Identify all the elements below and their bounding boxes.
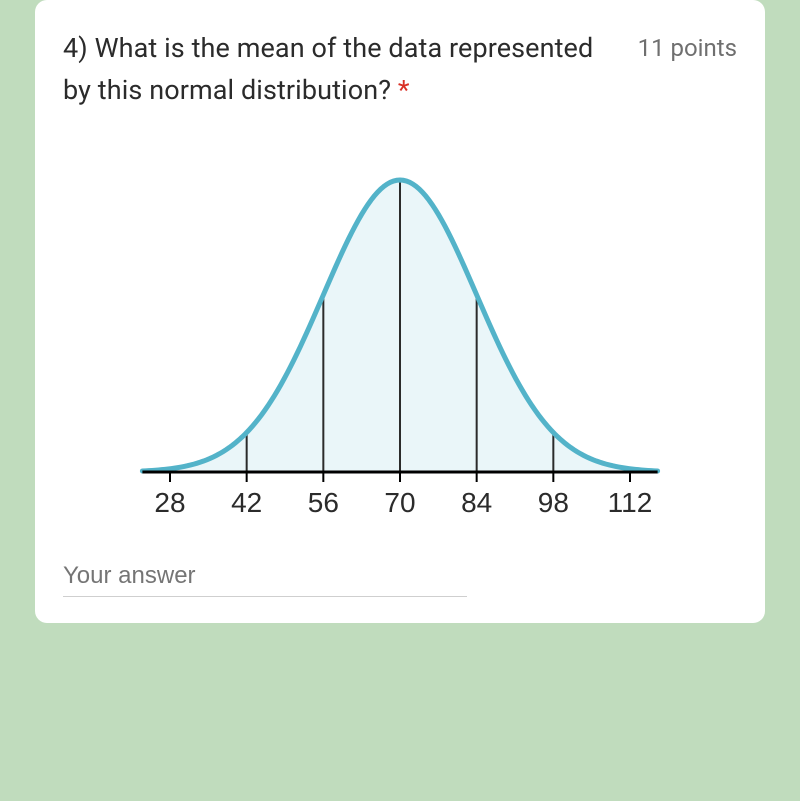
answer-input[interactable] bbox=[63, 562, 737, 590]
chart-container: 28 42 56 70 84 98 112 bbox=[63, 152, 737, 532]
svg-text:98: 98 bbox=[538, 487, 569, 518]
question-text: 4) What is the mean of the data represen… bbox=[63, 28, 626, 112]
svg-text:70: 70 bbox=[384, 487, 415, 518]
answer-section bbox=[63, 562, 737, 603]
svg-text:84: 84 bbox=[461, 487, 492, 518]
question-header: 4) What is the mean of the data represen… bbox=[63, 28, 737, 112]
points-label: 11 points bbox=[638, 28, 737, 62]
question-body: 4) What is the mean of the data represen… bbox=[63, 32, 593, 106]
svg-text:42: 42 bbox=[231, 487, 262, 518]
svg-text:112: 112 bbox=[608, 487, 653, 518]
question-card: 4) What is the mean of the data represen… bbox=[35, 0, 765, 623]
svg-text:56: 56 bbox=[308, 487, 339, 518]
answer-underline bbox=[63, 596, 467, 597]
required-asterisk: * bbox=[398, 74, 410, 106]
page-background: 4) What is the mean of the data represen… bbox=[0, 0, 800, 801]
svg-text:28: 28 bbox=[154, 487, 185, 518]
normal-distribution-chart: 28 42 56 70 84 98 112 bbox=[120, 152, 680, 532]
